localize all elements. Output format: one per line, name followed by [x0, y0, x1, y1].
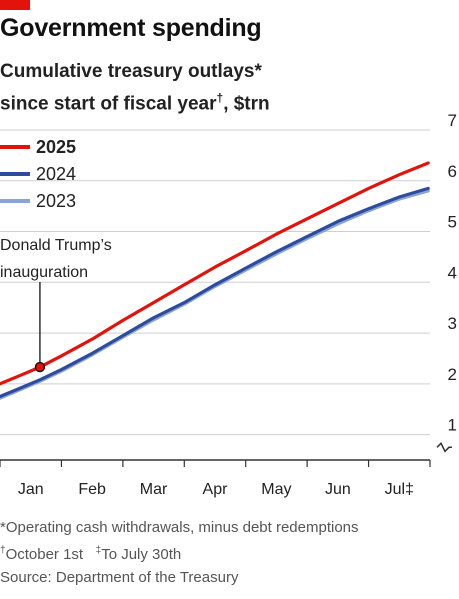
footnote-outlays: *Operating cash withdrawals, minus debt … — [0, 519, 359, 536]
subtitle-unit: , $trn — [223, 93, 270, 115]
legend-swatch-2023 — [0, 199, 30, 203]
legend-swatch-2024 — [0, 172, 30, 176]
series-line-2024 — [0, 186, 430, 399]
axis-break-icon — [436, 442, 452, 453]
footnote-end-date: To July 30th — [101, 546, 182, 563]
footnote-double-dagger: ‡ — [95, 545, 102, 556]
footnote-dates: †October 1st ‡To July 30th — [0, 539, 455, 566]
y-tick-label-2: 2 — [448, 365, 457, 384]
brand-tag — [0, 0, 30, 10]
x-tick-label-2: Mar — [140, 481, 168, 498]
annotation-point — [34, 361, 46, 373]
y-tick-label-5: 5 — [448, 213, 457, 232]
chart-title: Government spending — [0, 14, 262, 42]
y-tick-label-7: 7 — [448, 111, 457, 130]
x-tick-label-0: Jan — [18, 481, 44, 498]
legend-swatch-2025 — [0, 145, 30, 149]
x-tick-label-4: May — [261, 481, 291, 498]
y-tick-label-3: 3 — [448, 314, 457, 333]
x-tick-label-3: Apr — [203, 481, 229, 498]
subtitle-line-1: Cumulative treasury outlays* — [0, 61, 262, 82]
footnotes: *Operating cash withdrawals, minus debt … — [0, 516, 455, 589]
subtitle-dagger: † — [216, 91, 224, 105]
x-tick-label-6: Jul‡ — [385, 481, 414, 498]
x-tick-label-5: Jun — [325, 481, 351, 498]
legend-label-2025: 2025 — [36, 137, 77, 157]
series-line-2025 — [0, 161, 430, 386]
chart-subtitle: Cumulative treasury outlays* since start… — [0, 58, 440, 117]
series-lines — [0, 161, 430, 400]
footnote-dagger: † — [0, 545, 6, 556]
annotation-marker — [34, 282, 46, 373]
footnote-source: Source: Department of the Treasury — [0, 569, 239, 586]
y-axis-ticks: 1 2 3 4 5 6 7 — [436, 111, 457, 453]
y-tick-label-6: 6 — [448, 162, 457, 181]
annotation-label: Donald Trump’s inauguration — [0, 237, 112, 281]
x-tick-label-1: Feb — [78, 481, 106, 498]
y-tick-label-4: 4 — [448, 263, 457, 282]
legend-label-2023: 2023 — [36, 191, 77, 211]
footnote-fiscal-start: October 1st — [5, 546, 84, 563]
y-tick-label-1: 1 — [448, 416, 457, 435]
subtitle-line-2: since start of fiscal year — [0, 93, 217, 115]
x-axis: Jan Feb Mar Apr May Jun Jul‡ — [0, 459, 431, 498]
grid-lines — [0, 129, 430, 436]
legend-label-2024: 2024 — [36, 164, 77, 184]
